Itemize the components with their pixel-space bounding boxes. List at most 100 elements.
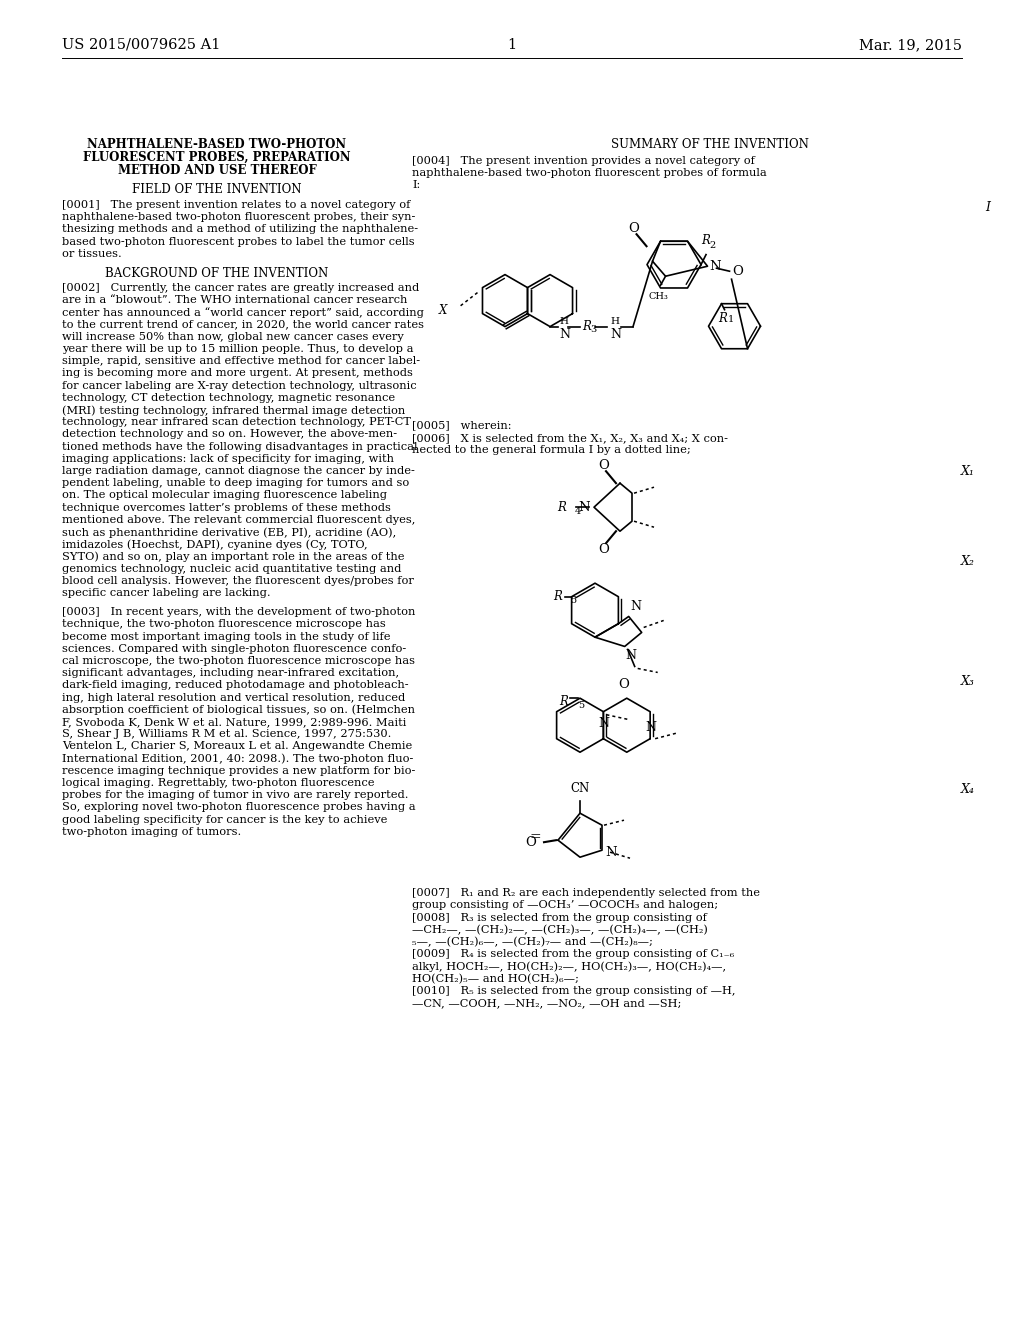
Text: N: N: [626, 649, 637, 663]
Text: technology, CT detection technology, magnetic resonance: technology, CT detection technology, mag…: [62, 393, 395, 403]
Text: 1: 1: [508, 38, 516, 51]
Text: O: O: [599, 543, 609, 556]
Text: —CN, —COOH, —NH₂, —NO₂, —OH and —SH;: —CN, —COOH, —NH₂, —NO₂, —OH and —SH;: [412, 998, 681, 1008]
Text: sciences. Compared with single-photon fluorescence confo-: sciences. Compared with single-photon fl…: [62, 644, 407, 653]
Text: pendent labeling, unable to deep imaging for tumors and so: pendent labeling, unable to deep imaging…: [62, 478, 410, 488]
Text: BACKGROUND OF THE INVENTION: BACKGROUND OF THE INVENTION: [105, 267, 329, 280]
Text: alkyl, HOCH₂—, HO(CH₂)₂—, HO(CH₂)₃—, HO(CH₂)₄—,: alkyl, HOCH₂—, HO(CH₂)₂—, HO(CH₂)₃—, HO(…: [412, 961, 726, 972]
Text: H: H: [559, 317, 568, 326]
Text: nected to the general formula I by a dotted line;: nected to the general formula I by a dot…: [412, 445, 691, 455]
Text: center has announced a “world cancer report” said, according: center has announced a “world cancer rep…: [62, 308, 424, 318]
Text: [0006]   X is selected from the X₁, X₂, X₃ and X₄; X con-: [0006] X is selected from the X₁, X₂, X₃…: [412, 433, 728, 442]
Text: O: O: [599, 458, 609, 471]
Text: R: R: [559, 694, 568, 708]
Text: year there will be up to 15 million people. Thus, to develop a: year there will be up to 15 million peop…: [62, 345, 414, 354]
Text: International Edition, 2001, 40: 2098.). The two-photon fluo-: International Edition, 2001, 40: 2098.).…: [62, 754, 414, 764]
Text: N: N: [579, 500, 590, 513]
Text: O: O: [525, 836, 536, 849]
Text: 4: 4: [575, 507, 582, 516]
Text: R: R: [557, 500, 566, 513]
Text: [0009]   R₄ is selected from the group consisting of C₁₋₆: [0009] R₄ is selected from the group con…: [412, 949, 734, 960]
Text: Mar. 19, 2015: Mar. 19, 2015: [859, 38, 962, 51]
Text: on. The optical molecular imaging fluorescence labeling: on. The optical molecular imaging fluore…: [62, 491, 387, 500]
Text: So, exploring novel two-photon fluorescence probes having a: So, exploring novel two-photon fluoresce…: [62, 803, 416, 812]
Text: specific cancer labeling are lacking.: specific cancer labeling are lacking.: [62, 587, 270, 598]
Text: [0003]   In recent years, with the development of two-photon: [0003] In recent years, with the develop…: [62, 607, 416, 618]
Text: naphthalene-based two-photon fluorescent probes of formula: naphthalene-based two-photon fluorescent…: [412, 168, 767, 178]
Text: FIELD OF THE INVENTION: FIELD OF THE INVENTION: [132, 183, 302, 195]
Text: I: I: [985, 201, 990, 214]
Text: Ventelon L, Charier S, Moreaux L et al. Angewandte Chemie: Ventelon L, Charier S, Moreaux L et al. …: [62, 742, 413, 751]
Text: probes for the imaging of tumor in vivo are rarely reported.: probes for the imaging of tumor in vivo …: [62, 791, 409, 800]
Text: based two-photon fluorescent probes to label the tumor cells: based two-photon fluorescent probes to l…: [62, 236, 415, 247]
Text: group consisting of —OCH₃’ —OCOCH₃ and halogen;: group consisting of —OCH₃’ —OCOCH₃ and h…: [412, 900, 718, 911]
Text: I:: I:: [412, 181, 420, 190]
Text: HO(CH₂)₅— and HO(CH₂)₆—;: HO(CH₂)₅— and HO(CH₂)₆—;: [412, 974, 579, 983]
Text: dark-field imaging, reduced photodamage and photobleach-: dark-field imaging, reduced photodamage …: [62, 680, 409, 690]
Text: [0005]   wherein:: [0005] wherein:: [412, 421, 512, 430]
Text: thesizing methods and a method of utilizing the naphthalene-: thesizing methods and a method of utiliz…: [62, 224, 418, 235]
Text: N: N: [559, 327, 570, 341]
Text: will increase 50% than now, global new cancer cases every: will increase 50% than now, global new c…: [62, 331, 403, 342]
Text: simple, rapid, sensitive and effective method for cancer label-: simple, rapid, sensitive and effective m…: [62, 356, 420, 366]
Text: or tissues.: or tissues.: [62, 248, 122, 259]
Text: 5: 5: [578, 701, 584, 710]
Text: [0008]   R₃ is selected from the group consisting of: [0008] R₃ is selected from the group con…: [412, 912, 707, 923]
Text: N: N: [710, 260, 721, 273]
Text: technique overcomes latter’s problems of these methods: technique overcomes latter’s problems of…: [62, 503, 391, 512]
Text: [0004]   The present invention provides a novel category of: [0004] The present invention provides a …: [412, 156, 755, 166]
Text: genomics technology, nucleic acid quantitative testing and: genomics technology, nucleic acid quanti…: [62, 564, 401, 574]
Text: large radiation damage, cannot diagnose the cancer by inde-: large radiation damage, cannot diagnose …: [62, 466, 415, 477]
Text: R: R: [582, 319, 591, 333]
Text: such as phenanthridine derivative (EB, PI), acridine (AO),: such as phenanthridine derivative (EB, P…: [62, 527, 396, 537]
Text: ing is becoming more and more urgent. At present, methods: ing is becoming more and more urgent. At…: [62, 368, 413, 379]
Text: FLUORESCENT PROBES, PREPARATION: FLUORESCENT PROBES, PREPARATION: [83, 150, 351, 164]
Text: F, Svoboda K, Denk W et al. Nature, 1999, 2:989-996. Maiti: F, Svoboda K, Denk W et al. Nature, 1999…: [62, 717, 407, 727]
Text: NAPHTHALENE-BASED TWO-PHOTON: NAPHTHALENE-BASED TWO-PHOTON: [87, 139, 346, 150]
Text: tioned methods have the following disadvantages in practical: tioned methods have the following disadv…: [62, 442, 418, 451]
Text: X₂: X₂: [962, 556, 975, 568]
Text: cal microscope, the two-photon fluorescence microscope has: cal microscope, the two-photon fluoresce…: [62, 656, 415, 667]
Text: O: O: [618, 678, 629, 692]
Text: 5: 5: [570, 597, 577, 605]
Text: X₁: X₁: [962, 465, 975, 478]
Text: N: N: [631, 601, 642, 614]
Text: SUMMARY OF THE INVENTION: SUMMARY OF THE INVENTION: [610, 139, 808, 150]
Text: [0001]   The present invention relates to a novel category of: [0001] The present invention relates to …: [62, 201, 411, 210]
Text: R: R: [719, 312, 727, 325]
Text: rescence imaging technique provides a new platform for bio-: rescence imaging technique provides a ne…: [62, 766, 416, 776]
Text: [0010]   R₅ is selected from the group consisting of —H,: [0010] R₅ is selected from the group con…: [412, 986, 735, 995]
Text: O: O: [628, 222, 639, 235]
Text: ing, high lateral resolution and vertical resolution, reduced: ing, high lateral resolution and vertica…: [62, 693, 406, 702]
Text: logical imaging. Regrettably, two-photon fluorescence: logical imaging. Regrettably, two-photon…: [62, 777, 375, 788]
Text: X₃: X₃: [962, 676, 975, 688]
Text: blood cell analysis. However, the fluorescent dyes/probes for: blood cell analysis. However, the fluore…: [62, 576, 414, 586]
Text: [0002]   Currently, the cancer rates are greatly increased and: [0002] Currently, the cancer rates are g…: [62, 282, 419, 293]
Text: ₅—, —(CH₂)₆—, —(CH₂)₇— and —(CH₂)₈—;: ₅—, —(CH₂)₆—, —(CH₂)₇— and —(CH₂)₈—;: [412, 937, 653, 948]
Text: O: O: [732, 265, 743, 277]
Text: naphthalene-based two-photon fluorescent probes, their syn-: naphthalene-based two-photon fluorescent…: [62, 213, 416, 222]
Text: N: N: [598, 717, 609, 730]
Text: significant advantages, including near-infrared excitation,: significant advantages, including near-i…: [62, 668, 399, 678]
Text: absorption coefficient of biological tissues, so on. (Helmchen: absorption coefficient of biological tis…: [62, 705, 415, 715]
Text: —CH₂—, —(CH₂)₂—, —(CH₂)₃—, —(CH₂)₄—, —(CH₂): —CH₂—, —(CH₂)₂—, —(CH₂)₃—, —(CH₂)₄—, —(C…: [412, 925, 708, 935]
Text: imaging applications: lack of specificity for imaging, with: imaging applications: lack of specificit…: [62, 454, 394, 463]
Text: N: N: [646, 721, 656, 734]
Text: for cancer labeling are X-ray detection technology, ultrasonic: for cancer labeling are X-ray detection …: [62, 380, 417, 391]
Text: mentioned above. The relevant commercial fluorescent dyes,: mentioned above. The relevant commercial…: [62, 515, 416, 525]
Text: [0007]   R₁ and R₂ are each independently selected from the: [0007] R₁ and R₂ are each independently …: [412, 888, 760, 898]
Text: 2: 2: [709, 240, 716, 249]
Text: imidazoles (Hoechst, DAPI), cyanine dyes (Cy, TOTO,: imidazoles (Hoechst, DAPI), cyanine dyes…: [62, 539, 368, 549]
Text: R: R: [553, 590, 561, 603]
Text: 3: 3: [590, 325, 596, 334]
Text: N: N: [605, 846, 616, 859]
Text: (MRI) testing technology, infrared thermal image detection: (MRI) testing technology, infrared therm…: [62, 405, 406, 416]
Text: 1: 1: [727, 314, 734, 323]
Text: X: X: [439, 304, 447, 317]
Text: SYTO) and so on, play an important role in the areas of the: SYTO) and so on, play an important role …: [62, 552, 404, 562]
Text: CN: CN: [570, 783, 590, 795]
Text: technology, near infrared scan detection technology, PET-CT: technology, near infrared scan detection…: [62, 417, 411, 428]
Text: two-photon imaging of tumors.: two-photon imaging of tumors.: [62, 826, 242, 837]
Text: to the current trend of cancer, in 2020, the world cancer rates: to the current trend of cancer, in 2020,…: [62, 319, 424, 330]
Text: good labeling specificity for cancer is the key to achieve: good labeling specificity for cancer is …: [62, 814, 387, 825]
